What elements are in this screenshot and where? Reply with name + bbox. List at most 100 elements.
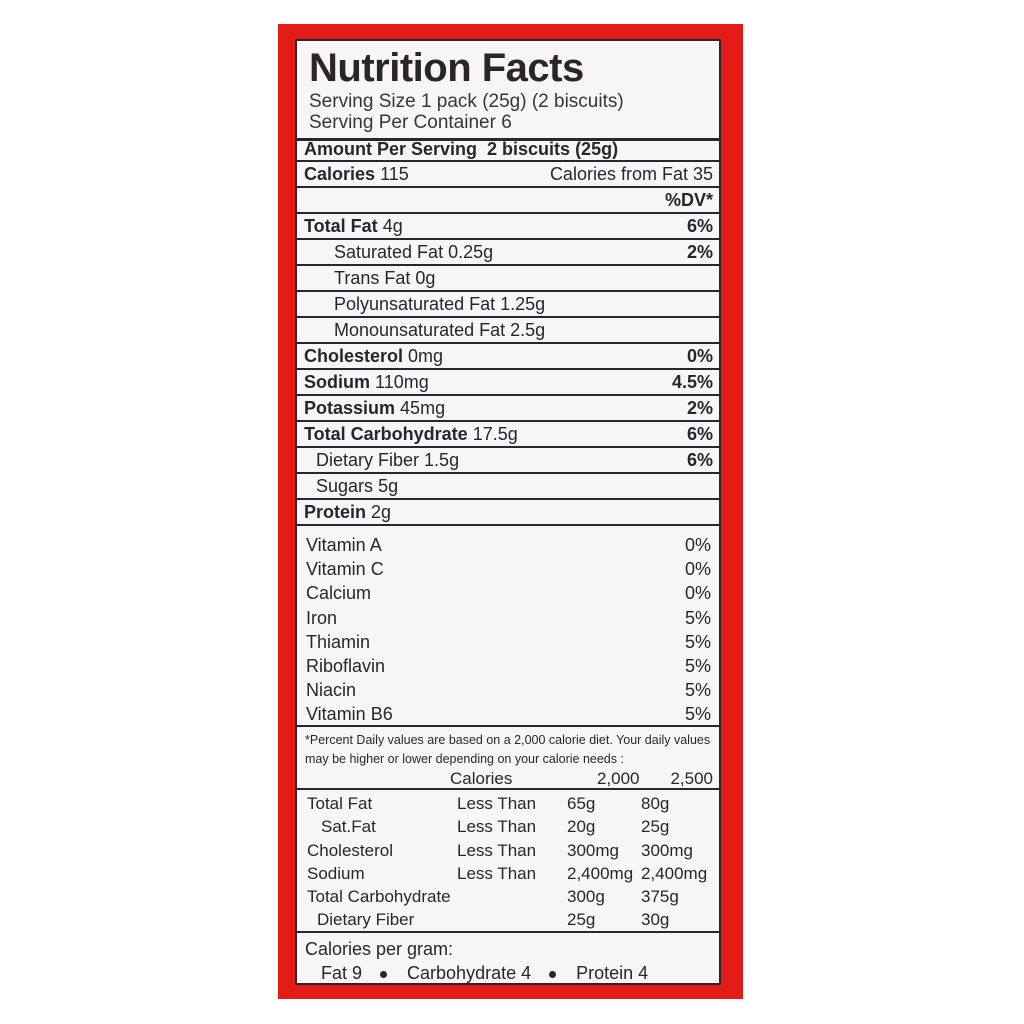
dv-2500: 2,400mg xyxy=(641,863,708,883)
vitamin-dv: 5% xyxy=(684,631,711,652)
dv-table: Total Fat Less Than 65g 80g Sat.Fat Less Than… xyxy=(297,790,719,933)
dv-table-row: Total Fat Less Than 65g 80g xyxy=(297,792,719,815)
bullet-icon xyxy=(380,970,388,978)
dv-2000: 2,400mg xyxy=(567,863,634,883)
nutrient-amount: 0mg xyxy=(408,345,444,366)
vitamin-label: Vitamin C xyxy=(306,559,384,580)
dv-nutrient: Total Fat xyxy=(307,794,373,813)
nutrient-label: Dietary Fiber xyxy=(316,449,420,470)
vitamin-row: Iron 5% xyxy=(306,606,711,630)
nutrient-dv: 0% xyxy=(686,345,713,366)
nutrient-row: Polyunsaturated Fat 1.25g xyxy=(297,292,719,318)
protein-per-gram: Protein 4 xyxy=(576,963,649,983)
dv-2500: 300mg xyxy=(641,840,693,860)
vitamin-label: Vitamin B6 xyxy=(306,704,393,725)
vitamin-dv: 0% xyxy=(684,583,711,604)
vitamin-row: Vitamin C 0% xyxy=(306,557,711,581)
dv-2000: 65g xyxy=(567,794,596,813)
nutrient-row: Sugars 5g xyxy=(297,474,719,500)
vitamin-label: Vitamin A xyxy=(306,535,382,555)
nutrient-row: Trans Fat 0g xyxy=(297,266,719,292)
nutrient-dv: 6% xyxy=(686,449,713,470)
dv-table-row: Sat.Fat Less Than 20g 25g xyxy=(297,815,719,838)
vitamin-dv: 5% xyxy=(684,680,711,701)
calories-from-fat: Calories from Fat 35 xyxy=(549,163,713,184)
header: Nutrition Facts Serving Size 1 pack (25g… xyxy=(297,41,719,141)
servings-per-container: Serving Per Container 6 xyxy=(309,112,512,133)
nutrient-label: Sugars xyxy=(316,475,374,496)
dv-qualifier: Less Than xyxy=(457,817,537,837)
vitamin-row: Thiamin 5% xyxy=(306,630,711,654)
nutrient-label: Protein xyxy=(304,501,367,522)
dv-2000: 20g xyxy=(567,817,596,837)
vitamin-row: Vitamin B6 5% xyxy=(306,702,711,726)
vitamin-label: Riboflavin xyxy=(306,656,386,677)
vitamin-dv: 0% xyxy=(684,535,711,555)
calories-label: Calories xyxy=(304,163,376,184)
calories-per-gram-label: Calories per gram: xyxy=(305,939,454,959)
nutrient-row: Saturated Fat 0.25g 2% xyxy=(297,240,719,266)
nutrient-row: Total Fat 4g 6% xyxy=(297,214,719,240)
fat-per-gram: Fat 9 xyxy=(321,963,363,983)
dv-header-calories: Calories xyxy=(450,769,513,788)
vitamin-row: Niacin 5% xyxy=(306,678,711,702)
nutrient-dv: 6% xyxy=(686,215,713,236)
nutrient-label: Saturated Fat xyxy=(334,241,444,262)
dv-header-2000: 2,000 xyxy=(596,769,640,788)
nutrient-row: Protein 2g xyxy=(297,500,719,526)
nutrient-amount: 4g xyxy=(382,215,403,236)
dv-qualifier: Less Than xyxy=(457,794,537,813)
dv-nutrient: Total Carbohydrate xyxy=(307,887,451,907)
vitamin-label: Calcium xyxy=(306,583,372,604)
nutrient-label: Cholesterol xyxy=(304,345,404,366)
nutrient-label: Sodium xyxy=(304,371,370,392)
vitamin-dv: 5% xyxy=(684,656,711,677)
calories-per-gram: Calories per gram: Fat 9 Carbohydrate 4 Pr… xyxy=(297,933,719,989)
nutrient-label: Monounsaturated Fat xyxy=(334,319,506,340)
dv-qualifier: Less Than xyxy=(457,863,537,883)
dv-table-header: Calories 2,000 2,500 xyxy=(305,769,713,789)
vitamin-row: Calcium 0% xyxy=(306,581,711,605)
dv-table-row: Total Carbohydrate 300g 375g xyxy=(297,885,719,908)
dv-2000: 300g xyxy=(567,887,605,907)
nutrient-label: Trans Fat xyxy=(334,267,411,288)
dv-2500: 25g xyxy=(641,817,670,837)
dv-table-row: Sodium Less Than 2,400mg 2,400mg xyxy=(297,862,719,885)
nutrient-amount: 17.5g xyxy=(472,423,518,444)
dv-2500: 375g xyxy=(641,887,679,907)
nutrient-amount: 1.5g xyxy=(424,449,460,470)
nutrient-label: Total Fat xyxy=(304,215,378,236)
nutrient-row: Dietary Fiber 1.5g 6% xyxy=(297,448,719,474)
vitamins-section: Vitamin A 0% Vitamin C 0% Calcium 0% Iron 5% Thi… xyxy=(297,527,719,727)
vitamin-row: Vitamin A 0% xyxy=(306,533,711,557)
dv-nutrient: Dietary Fiber xyxy=(317,910,415,930)
carb-per-gram: Carbohydrate 4 xyxy=(407,963,532,983)
nutrient-label: Polyunsaturated Fat xyxy=(334,293,496,314)
nutrient-row: Monounsaturated Fat 2.5g xyxy=(297,318,719,344)
nutrient-row: Total Carbohydrate 17.5g 6% xyxy=(297,422,719,448)
dv-table-row: Dietary Fiber 25g 30g xyxy=(297,908,719,931)
nutrient-amount: 0.25g xyxy=(448,241,494,262)
nutrient-amount: 45mg xyxy=(400,397,446,418)
bullet-icon xyxy=(549,970,557,978)
nutrient-dv: 4.5% xyxy=(671,371,713,392)
vitamin-dv: 0% xyxy=(684,559,711,580)
footnote-section: *Percent Daily values are based on a 2,0… xyxy=(297,727,719,790)
dv-2000: 300mg xyxy=(567,840,619,860)
nutrient-label: Potassium xyxy=(304,397,396,418)
dv-header-2500: 2,500 xyxy=(670,769,713,788)
dv-2500: 80g xyxy=(641,794,670,813)
dv-2500: 30g xyxy=(641,910,670,930)
vitamin-label: Niacin xyxy=(306,680,357,701)
dv-table-row: Cholesterol Less Than 300mg 300mg xyxy=(297,839,719,862)
vitamin-dv: 5% xyxy=(684,607,711,628)
nutrient-label: Total Carbohydrate xyxy=(304,423,468,444)
dv-2000: 25g xyxy=(567,910,596,930)
nutrient-rows: Amount Per Serving 2 biscuits (25g) Calo… xyxy=(297,138,719,526)
nutrient-amount: 5g xyxy=(378,475,399,496)
nutrient-amount: 2.5g xyxy=(510,319,546,340)
nutrient-row: Potassium 45mg 2% xyxy=(297,396,719,422)
nutrient-dv: 2% xyxy=(686,241,713,262)
dv-nutrient: Sat.Fat xyxy=(321,817,376,837)
calories-row: Calories 115 Calories from Fat 35 xyxy=(297,162,719,188)
